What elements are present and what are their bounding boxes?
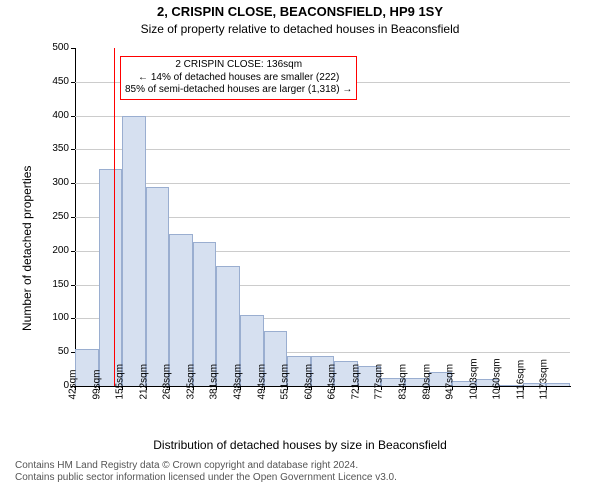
ytick-mark — [71, 149, 75, 150]
footer-line2: Contains public sector information licen… — [15, 472, 397, 483]
ytick-label: 500 — [41, 42, 69, 53]
page-title: 2, CRISPIN CLOSE, BEACONSFIELD, HP9 1SY — [0, 4, 600, 19]
ytick-mark — [71, 48, 75, 49]
annot-line3: 85% of semi-detached houses are larger (… — [125, 84, 352, 97]
ytick-label: 250 — [41, 211, 69, 222]
histogram-bar — [546, 383, 570, 386]
histogram-bar — [99, 169, 123, 386]
footer-line1: Contains HM Land Registry data © Crown c… — [15, 460, 358, 471]
ytick-mark — [71, 251, 75, 252]
marker-line — [114, 48, 115, 386]
histogram-bar — [146, 187, 170, 386]
ytick-label: 100 — [41, 312, 69, 323]
ytick-label: 300 — [41, 177, 69, 188]
annotation-box: 2 CRISPIN CLOSE: 136sqm← 14% of detached… — [120, 56, 357, 100]
ytick-label: 0 — [41, 380, 69, 391]
ytick-mark — [71, 318, 75, 319]
ytick-label: 400 — [41, 110, 69, 121]
ytick-label: 200 — [41, 245, 69, 256]
ytick-mark — [71, 217, 75, 218]
annot-line2: ← 14% of detached houses are smaller (22… — [125, 72, 352, 85]
gridline — [75, 149, 570, 150]
ytick-mark — [71, 285, 75, 286]
ytick-label: 350 — [41, 143, 69, 154]
ytick-label: 450 — [41, 76, 69, 87]
gridline — [75, 183, 570, 184]
annot-line1: 2 CRISPIN CLOSE: 136sqm — [125, 59, 352, 72]
y-axis-label: Number of detached properties — [20, 166, 34, 331]
gridline — [75, 116, 570, 117]
ytick-label: 150 — [41, 279, 69, 290]
page-subtitle: Size of property relative to detached ho… — [0, 22, 600, 36]
ytick-mark — [71, 183, 75, 184]
ytick-mark — [71, 82, 75, 83]
ytick-label: 50 — [41, 346, 69, 357]
histogram-bar — [122, 116, 146, 386]
x-axis-label: Distribution of detached houses by size … — [0, 438, 600, 452]
ytick-mark — [71, 116, 75, 117]
